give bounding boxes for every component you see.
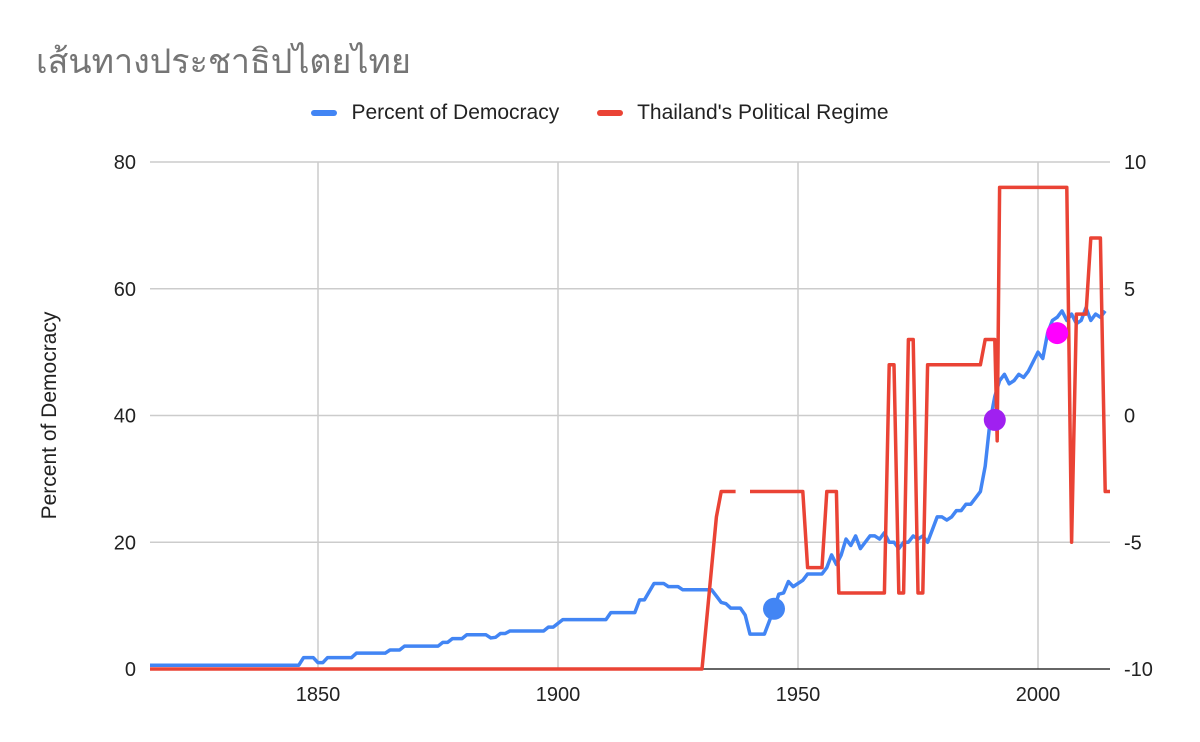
series-line-regime <box>750 185 1110 595</box>
highlight-point <box>1046 322 1069 345</box>
y-right-tick-label: 0 <box>1124 406 1135 428</box>
series-line-democracy <box>150 306 1107 667</box>
x-tick-label: 1850 <box>296 684 341 706</box>
y-left-tick-label: 60 <box>114 279 136 301</box>
y-right-tick-label: 10 <box>1124 152 1146 174</box>
y-right-tick-label: 5 <box>1124 279 1135 301</box>
x-tick-label: 2000 <box>1016 684 1061 706</box>
legend-label-regime: Thailand's Political Regime <box>637 101 889 124</box>
x-tick-label: 1950 <box>776 684 821 706</box>
y-left-tick-label: 0 <box>125 659 136 681</box>
legend: Percent of Democracy Thailand's Politica… <box>0 98 1200 125</box>
x-tick-label: 1900 <box>536 684 581 706</box>
highlight-point <box>983 408 1006 431</box>
legend-item-democracy[interactable]: Percent of Democracy <box>311 101 559 125</box>
y-right-tick-label: -5 <box>1124 532 1142 554</box>
series-line-regime <box>150 489 736 671</box>
y-right-tick-label: -10 <box>1124 659 1153 681</box>
y-left-tick-label: 80 <box>114 152 136 174</box>
legend-item-regime[interactable]: Thailand's Political Regime <box>597 101 889 125</box>
y-left-tick-label: 40 <box>114 406 136 428</box>
legend-label-democracy: Percent of Democracy <box>351 101 560 124</box>
y-axis-label: Percent of Democracy <box>38 311 61 519</box>
highlight-point <box>763 597 785 620</box>
legend-swatch-regime <box>597 110 624 116</box>
chart-title: เส้นทางประชาธิปไตยไทย <box>36 42 411 82</box>
y-left-tick-label: 20 <box>114 532 136 554</box>
legend-swatch-democracy <box>311 110 338 116</box>
